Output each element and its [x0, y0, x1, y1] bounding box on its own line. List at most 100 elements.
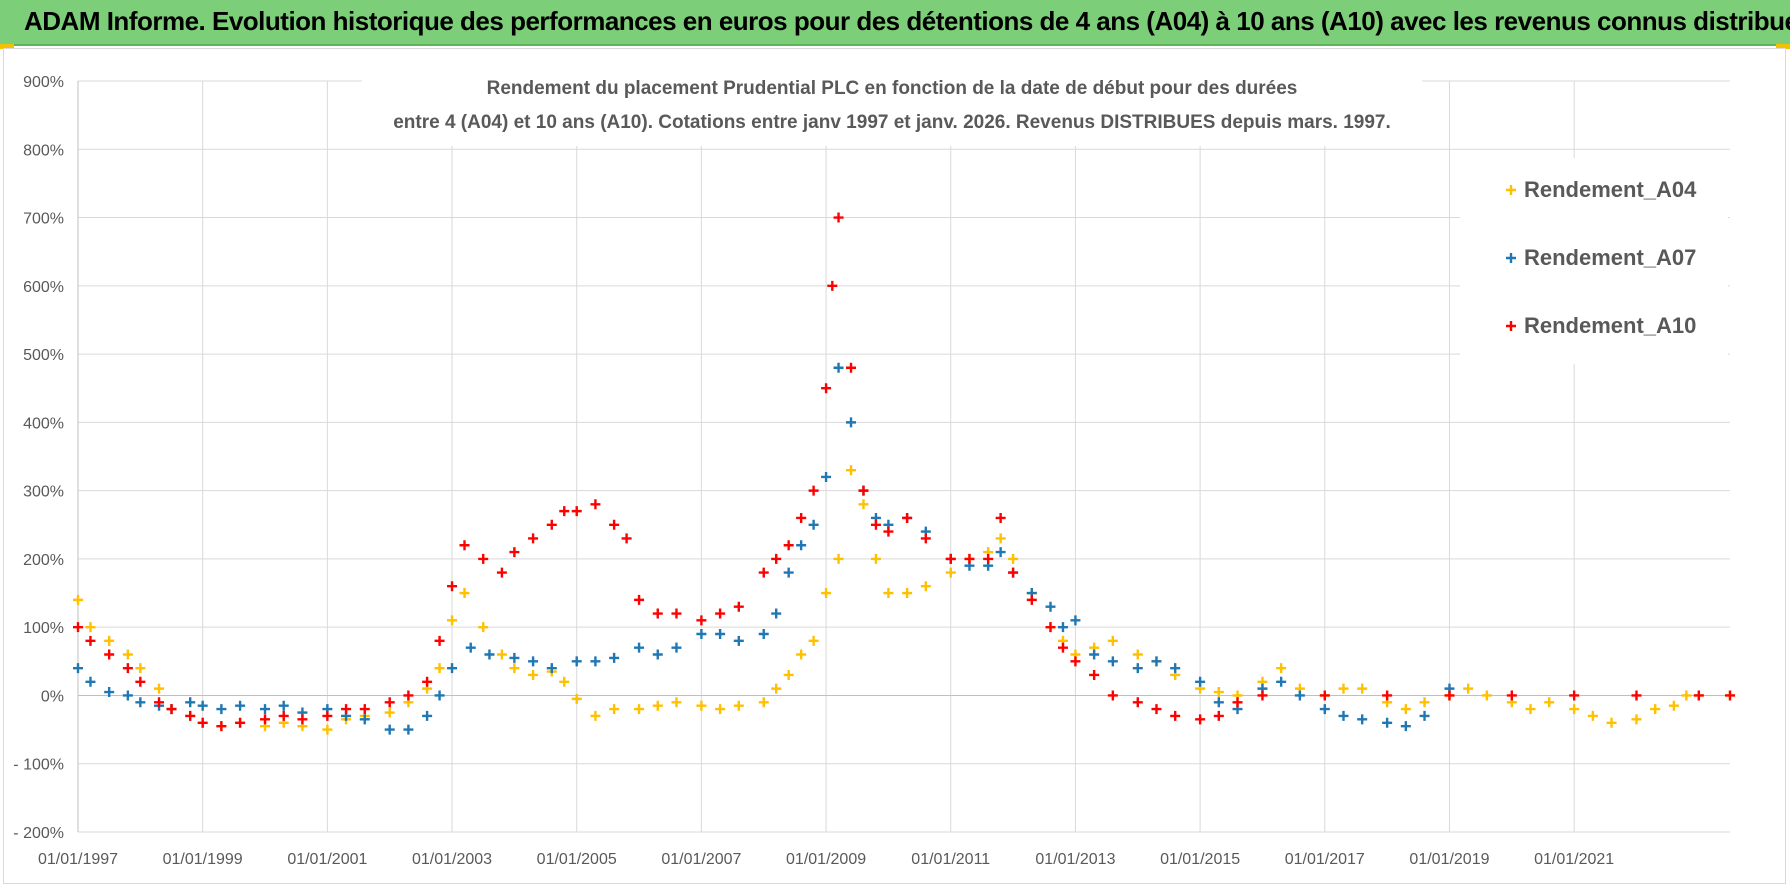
data-point — [73, 622, 83, 633]
data-point — [496, 649, 507, 660]
data-point — [135, 663, 146, 674]
data-point — [715, 629, 726, 640]
data-point — [1631, 690, 1642, 701]
data-point — [1382, 690, 1393, 701]
data-point — [447, 615, 458, 626]
data-point — [1195, 676, 1206, 687]
series-rendement-a04 — [73, 465, 1735, 735]
data-point — [1400, 721, 1411, 732]
data-point — [1045, 601, 1056, 612]
data-point — [384, 724, 395, 735]
data-point — [1357, 714, 1368, 725]
data-point — [833, 212, 844, 223]
data-point — [459, 588, 470, 599]
data-point — [122, 663, 133, 674]
y-tick-label: 700% — [23, 211, 64, 228]
y-axis-ticks: - 200% - 100% 0% 100% 200% 300% 400% 500% 600% 70… — [13, 74, 64, 842]
data-point — [696, 615, 707, 626]
y-tick-label: - 100% — [13, 757, 64, 774]
data-point — [733, 700, 744, 711]
data-point — [1132, 649, 1143, 660]
data-point — [771, 553, 782, 564]
data-point — [571, 693, 582, 704]
data-point — [609, 652, 620, 663]
data-point — [1057, 622, 1068, 633]
data-point — [1400, 704, 1411, 715]
data-point — [1569, 704, 1580, 715]
data-point — [73, 663, 83, 674]
x-tick-label: 01/01/2017 — [1285, 851, 1365, 868]
data-point — [652, 700, 663, 711]
corner-marker — [1776, 44, 1790, 49]
banner-title: ADAM Informe. Evolution historique des p… — [24, 6, 1790, 36]
data-point — [671, 697, 682, 708]
data-point — [278, 700, 289, 711]
data-point — [1089, 649, 1100, 660]
data-point — [235, 717, 246, 728]
y-tick-label: 600% — [23, 279, 64, 296]
data-point — [1132, 663, 1143, 674]
data-point — [1319, 690, 1330, 701]
data-point — [341, 704, 352, 715]
y-tick-label: - 200% — [13, 825, 64, 842]
y-tick-label: 900% — [23, 74, 64, 91]
title-backdrop — [362, 66, 1422, 146]
data-point — [571, 656, 582, 667]
x-axis-ticks: 01/01/1997 01/01/1999 01/01/2001 01/01/2003… — [38, 851, 1614, 868]
data-point — [1070, 615, 1081, 626]
data-point — [1107, 635, 1118, 646]
data-point — [771, 608, 782, 619]
data-point — [652, 649, 663, 660]
data-point — [758, 697, 769, 708]
data-point — [1569, 690, 1580, 701]
data-point — [1693, 690, 1704, 701]
data-point — [559, 506, 570, 517]
data-point — [1026, 594, 1037, 605]
data-point — [122, 690, 133, 701]
data-point — [696, 629, 707, 640]
data-point — [902, 512, 913, 523]
data-point — [185, 697, 196, 708]
y-tick-label: 800% — [23, 142, 64, 159]
legend-box — [1460, 158, 1728, 364]
data-point — [322, 724, 333, 735]
data-point — [1107, 656, 1118, 667]
x-tick-label: 01/01/1997 — [38, 851, 118, 868]
data-point — [1338, 710, 1349, 721]
data-point — [1725, 690, 1735, 701]
legend-label: Rendement_A10 — [1524, 313, 1696, 338]
data-point — [858, 499, 869, 510]
data-point — [945, 553, 956, 564]
data-point — [715, 608, 726, 619]
data-point — [403, 690, 414, 701]
data-point — [1631, 714, 1642, 725]
data-point — [964, 553, 975, 564]
data-point — [478, 553, 489, 564]
data-point — [1294, 690, 1305, 701]
data-point — [528, 656, 539, 667]
data-point — [983, 553, 994, 564]
data-point — [546, 663, 557, 674]
data-point — [122, 649, 133, 660]
data-point — [434, 690, 445, 701]
data-point — [1195, 714, 1206, 725]
data-point — [995, 512, 1006, 523]
data-point — [459, 540, 470, 551]
legend-marker — [1506, 253, 1516, 263]
data-point — [1276, 676, 1287, 687]
legend-label: Rendement_A07 — [1524, 245, 1696, 270]
data-point — [185, 710, 196, 721]
data-point — [1463, 683, 1474, 694]
data-point — [484, 649, 495, 660]
data-point — [1319, 704, 1330, 715]
data-point — [821, 383, 832, 394]
y-tick-label: 400% — [23, 415, 64, 432]
chart-points — [73, 212, 1735, 735]
data-point — [1057, 642, 1068, 653]
data-point — [758, 567, 769, 578]
series-rendement-a07 — [73, 362, 1455, 735]
data-point — [528, 533, 539, 544]
data-point — [1151, 656, 1162, 667]
data-point — [1107, 690, 1118, 701]
